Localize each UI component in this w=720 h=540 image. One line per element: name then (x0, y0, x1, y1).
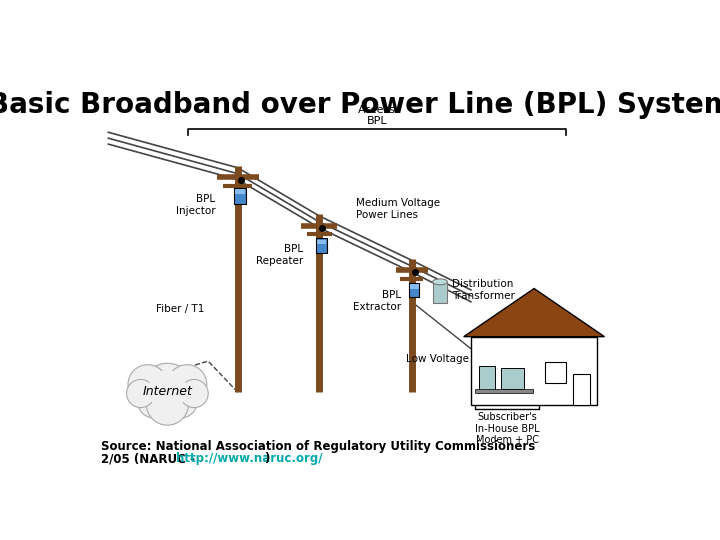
Text: Source: National Association of Regulatory Utility Commissioners: Source: National Association of Regulato… (101, 441, 535, 454)
Text: Basic Broadband over Power Line (BPL) System: Basic Broadband over Power Line (BPL) Sy… (0, 91, 720, 119)
Circle shape (137, 383, 172, 418)
FancyBboxPatch shape (474, 388, 533, 393)
Text: BPL
Extractor: BPL Extractor (354, 291, 402, 312)
Circle shape (140, 363, 194, 417)
Text: BPL
Repeater: BPL Repeater (256, 245, 303, 266)
FancyBboxPatch shape (479, 366, 495, 391)
FancyBboxPatch shape (573, 374, 590, 405)
FancyBboxPatch shape (545, 362, 566, 383)
FancyBboxPatch shape (471, 336, 597, 405)
Ellipse shape (433, 279, 447, 285)
Circle shape (163, 383, 198, 418)
Text: BPL
Injector: BPL Injector (176, 194, 215, 215)
FancyBboxPatch shape (409, 282, 419, 298)
FancyBboxPatch shape (234, 188, 246, 204)
Circle shape (180, 380, 208, 408)
Text: Distribution
Transformer: Distribution Transformer (452, 279, 515, 301)
FancyBboxPatch shape (235, 190, 246, 194)
Text: http://www.naruc.org/: http://www.naruc.org/ (176, 452, 323, 465)
Circle shape (167, 364, 207, 404)
Circle shape (127, 380, 155, 408)
Text: ): ) (264, 452, 269, 465)
Polygon shape (464, 288, 605, 336)
FancyBboxPatch shape (500, 368, 524, 388)
Text: Access
BPL: Access BPL (358, 105, 396, 126)
FancyBboxPatch shape (316, 238, 327, 253)
Circle shape (128, 364, 167, 404)
Text: Subscriber's
In-House BPL
Modem + PC: Subscriber's In-House BPL Modem + PC (474, 412, 539, 445)
Circle shape (148, 370, 187, 410)
FancyBboxPatch shape (433, 282, 447, 302)
Text: 2/05 (NARUC -: 2/05 (NARUC - (101, 452, 199, 465)
FancyBboxPatch shape (317, 240, 326, 244)
Text: Low Voltage: Low Voltage (406, 354, 469, 364)
Text: Internet: Internet (143, 385, 192, 398)
FancyBboxPatch shape (410, 284, 418, 288)
Circle shape (146, 383, 189, 425)
Text: Medium Voltage
Power Lines: Medium Voltage Power Lines (356, 199, 441, 220)
Text: Fiber / T1: Fiber / T1 (156, 303, 204, 314)
